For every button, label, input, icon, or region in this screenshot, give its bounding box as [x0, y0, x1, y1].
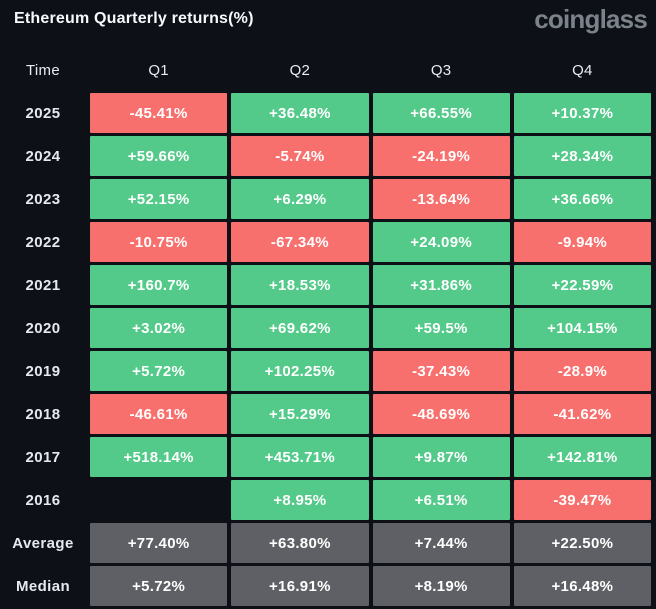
header-bar: Ethereum Quarterly returns(%) coinglass — [0, 0, 656, 50]
return-cell-2019-q1: +5.72% — [90, 351, 228, 391]
return-cell-2018-q2: +15.29% — [231, 394, 369, 434]
return-cell-2019-q3: -37.43% — [372, 351, 510, 391]
row-label-2021: 2021 — [25, 276, 61, 294]
return-cell-2017-q1: +518.14% — [90, 437, 228, 477]
return-cell-2021-q1: +160.7% — [90, 265, 228, 305]
return-cell-2018-q3: -48.69% — [372, 394, 510, 434]
return-cell-2025-q3: +66.55% — [372, 93, 510, 133]
row-label-2017: 2017 — [25, 448, 61, 466]
return-cell-2019-q4: -28.9% — [513, 351, 651, 391]
coinglass-logo[interactable]: coinglass — [534, 4, 648, 34]
return-cell-2023-q4: +36.66% — [513, 179, 651, 219]
column-header-q4: Q4 — [572, 61, 593, 79]
return-cell-2021-q3: +31.86% — [372, 265, 510, 305]
row-label-2020: 2020 — [25, 319, 61, 337]
column-header-q3: Q3 — [430, 61, 452, 79]
return-cell-2016-q4: -39.47% — [513, 480, 651, 520]
return-cell-2024-q4: +28.34% — [513, 136, 651, 176]
return-cell-median-q4: +16.48% — [513, 566, 651, 606]
return-cell-2022-q4: -9.94% — [513, 222, 651, 262]
return-cell-average-q1: +77.40% — [90, 523, 228, 563]
return-cell-2024-q1: +59.66% — [90, 136, 228, 176]
return-cell-2025-q2: +36.48% — [231, 93, 369, 133]
return-cell-2024-q2: -5.74% — [231, 136, 369, 176]
return-cell-2024-q3: -24.19% — [372, 136, 510, 176]
return-cell-2022-q3: +24.09% — [372, 222, 510, 262]
return-cell-2020-q4: +104.15% — [513, 308, 651, 348]
return-cell-median-q3: +8.19% — [372, 566, 510, 606]
page-title: Ethereum Quarterly returns(%) — [14, 10, 254, 27]
return-cell-2021-q2: +18.53% — [231, 265, 369, 305]
return-cell-2022-q2: -67.34% — [231, 222, 369, 262]
return-cell-2025-q1: -45.41% — [90, 93, 228, 133]
return-cell-average-q3: +7.44% — [372, 523, 510, 563]
return-cell-2020-q1: +3.02% — [90, 308, 228, 348]
row-label-2018: 2018 — [25, 405, 61, 423]
return-cell-2019-q2: +102.25% — [231, 351, 369, 391]
return-cell-2022-q1: -10.75% — [90, 222, 228, 262]
returns-table: Time Q1 Q2 Q3 Q4 2025 -45.41% +36.48% +66.55% +10… — [0, 50, 656, 606]
row-label-2016: 2016 — [25, 491, 61, 509]
return-cell-2025-q4: +10.37% — [513, 93, 651, 133]
return-cell-2016-q3: +6.51% — [372, 480, 510, 520]
return-cell-2023-q3: -13.64% — [372, 179, 510, 219]
row-label-2019: 2019 — [25, 362, 61, 380]
row-label-average: Average — [12, 534, 74, 552]
return-cell-2023-q1: +52.15% — [90, 179, 228, 219]
return-cell-2017-q3: +9.87% — [372, 437, 510, 477]
return-cell-median-q1: +5.72% — [90, 566, 228, 606]
row-label-2022: 2022 — [25, 233, 61, 251]
row-label-median: Median — [15, 577, 71, 595]
return-cell-2023-q2: +6.29% — [231, 179, 369, 219]
return-cell-average-q4: +22.50% — [513, 523, 651, 563]
return-cell-2020-q3: +59.5% — [372, 308, 510, 348]
column-header-time: Time — [26, 61, 60, 79]
return-cell-2016-q1 — [90, 480, 227, 520]
return-cell-average-q2: +63.80% — [231, 523, 369, 563]
row-label-2024: 2024 — [25, 147, 61, 165]
return-cell-2018-q4: -41.62% — [513, 394, 651, 434]
row-label-2025: 2025 — [25, 104, 61, 122]
return-cell-2017-q2: +453.71% — [231, 437, 369, 477]
row-label-2023: 2023 — [25, 190, 61, 208]
column-header-q1: Q1 — [148, 61, 169, 79]
return-cell-2018-q1: -46.61% — [90, 394, 228, 434]
return-cell-2016-q2: +8.95% — [231, 480, 369, 520]
return-cell-2020-q2: +69.62% — [231, 308, 369, 348]
return-cell-2017-q4: +142.81% — [513, 437, 651, 477]
column-header-q2: Q2 — [289, 61, 311, 79]
return-cell-median-q2: +16.91% — [231, 566, 369, 606]
return-cell-2021-q4: +22.59% — [513, 265, 651, 305]
